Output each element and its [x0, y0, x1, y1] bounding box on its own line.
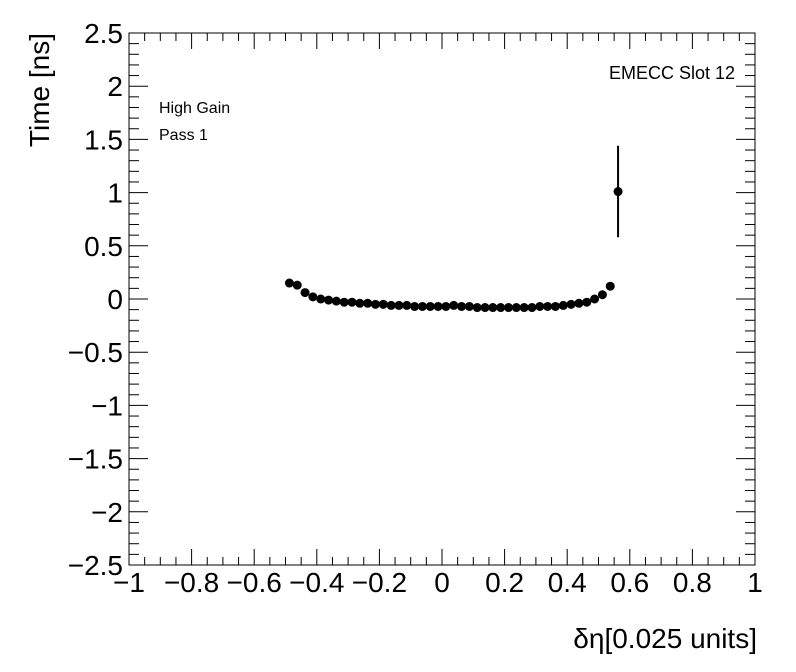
y-tick-label: 0.5: [84, 231, 123, 262]
annotation-high-gain: High Gain: [159, 100, 230, 117]
data-point: [339, 297, 349, 307]
data-point: [394, 300, 404, 310]
data-point: [519, 303, 529, 313]
data-point: [284, 278, 294, 288]
data-points: [284, 145, 623, 313]
data-point: [386, 300, 396, 310]
x-tick-label: −0.8: [164, 567, 219, 598]
axis-ticks: −1 −0.8 −0.6 −0.4 −0.2 0 0.2 0.4 0.6 0.8 1 −2.5 −2 −1…: [68, 18, 763, 598]
data-point: [433, 301, 443, 311]
y-tick-label: −2: [91, 497, 123, 528]
data-point: [574, 298, 584, 308]
y-tick-label: 2: [107, 71, 123, 102]
x-tick-label: −0.4: [289, 567, 344, 598]
x-axis-label: δη[0.025 units]: [573, 623, 757, 654]
data-point: [590, 294, 600, 304]
data-point: [292, 280, 302, 290]
y-tick-label: 0: [107, 284, 123, 315]
data-point: [370, 299, 380, 309]
data-point: [543, 301, 553, 311]
x-tick-label: 1: [747, 567, 763, 598]
data-point: [511, 303, 521, 313]
data-point: [550, 301, 560, 311]
data-point: [316, 294, 326, 304]
data-point: [417, 301, 427, 311]
data-point: [605, 281, 615, 291]
data-point: [300, 288, 310, 298]
x-tick-label: 0.8: [673, 567, 712, 598]
y-tick-label: 2.5: [84, 18, 123, 49]
x-tick-label: 0: [434, 567, 450, 598]
data-point: [464, 301, 474, 311]
x-tick-label: −1: [113, 567, 145, 598]
x-tick-label: 0.2: [485, 567, 524, 598]
data-point: [331, 296, 341, 306]
data-point: [425, 301, 435, 311]
data-point: [410, 301, 420, 311]
annotation-slot: EMECC Slot 12: [609, 63, 735, 83]
data-point: [488, 303, 498, 313]
y-tick-label: 1: [107, 178, 123, 209]
data-point: [496, 303, 506, 313]
x-tick-label: −0.6: [227, 567, 282, 598]
x-tick-label: 0.6: [610, 567, 649, 598]
y-tick-label: 1.5: [84, 124, 123, 155]
data-point: [347, 297, 357, 307]
data-point: [324, 295, 334, 305]
data-point: [480, 303, 490, 313]
data-point: [441, 301, 451, 311]
data-point: [535, 301, 545, 311]
data-point: [566, 299, 576, 309]
data-point: [449, 300, 459, 310]
data-point: [582, 297, 592, 307]
data-point: [527, 303, 537, 313]
x-tick-label: −0.2: [352, 567, 407, 598]
data-point: [597, 290, 607, 300]
data-point: [355, 298, 365, 308]
data-point: [457, 301, 467, 311]
data-point: [402, 300, 412, 310]
data-point: [613, 187, 623, 197]
y-axis-label: Time [ns]: [24, 33, 55, 147]
annotation-pass: Pass 1: [159, 127, 208, 144]
y-tick-label: −1: [91, 390, 123, 421]
data-point: [363, 298, 373, 308]
data-point: [504, 303, 514, 313]
data-point: [308, 292, 318, 302]
data-point: [558, 300, 568, 310]
y-tick-label: −2.5: [68, 550, 123, 581]
y-tick-label: −0.5: [68, 337, 123, 368]
x-tick-label: 0.4: [548, 567, 587, 598]
y-tick-label: −1.5: [68, 444, 123, 475]
data-point: [378, 299, 388, 309]
data-point: [472, 303, 482, 313]
